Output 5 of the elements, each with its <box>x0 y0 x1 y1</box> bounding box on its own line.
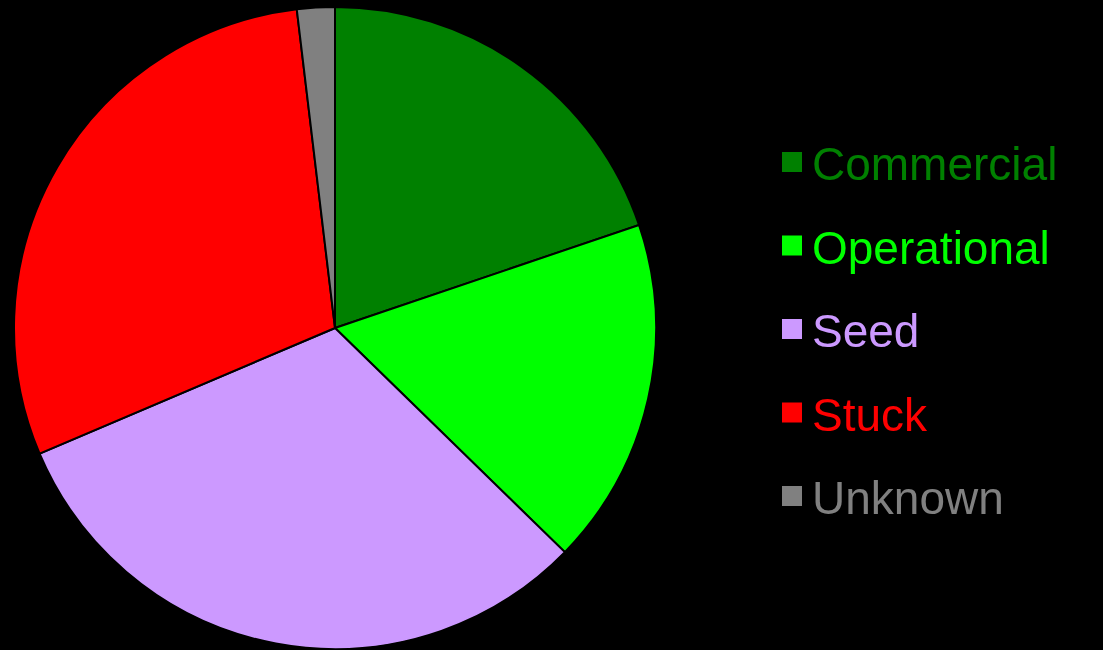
legend-label: Stuck <box>812 388 929 441</box>
legend-label: Commercial <box>812 138 1058 190</box>
legend-label: Seed <box>812 305 920 357</box>
legend-label: Unknown <box>812 472 1004 524</box>
legend-label: Operational <box>812 221 1050 274</box>
